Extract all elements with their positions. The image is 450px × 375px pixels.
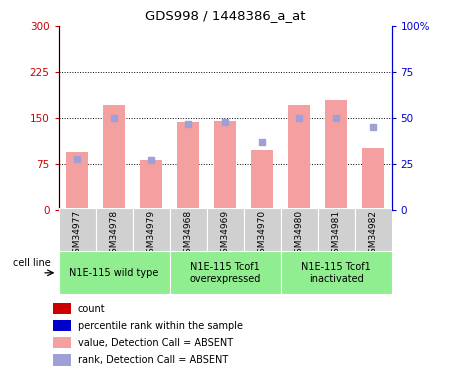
Point [148,158,155,164]
Bar [53,354,71,366]
Bar [58,208,95,251]
Bar [170,208,207,251]
Point [184,121,192,127]
Bar [58,251,170,294]
Bar [243,208,280,251]
Point [73,156,81,162]
Point [295,115,302,121]
Bar [325,100,347,210]
Bar [95,208,132,251]
Bar [280,208,318,251]
Text: GSM34979: GSM34979 [147,210,156,260]
Bar [132,208,170,251]
Text: count: count [77,303,105,313]
Point [110,115,117,121]
Point [258,139,265,145]
Bar [362,147,384,210]
Bar [318,208,355,251]
Text: GSM34981: GSM34981 [332,210,341,260]
Text: value, Detection Call = ABSENT: value, Detection Call = ABSENT [77,338,233,348]
Bar [214,121,236,210]
Text: GSM34970: GSM34970 [257,210,266,260]
Text: GSM34982: GSM34982 [369,210,378,259]
Bar [251,150,273,210]
Bar [53,303,71,314]
Point [369,124,377,130]
Bar [355,208,392,251]
Text: percentile rank within the sample: percentile rank within the sample [77,321,243,331]
Text: GSM34978: GSM34978 [109,210,118,260]
Text: N1E-115 Tcof1
overexpressed: N1E-115 Tcof1 overexpressed [189,262,261,284]
Bar [288,105,310,210]
Bar [66,152,88,210]
Bar [207,208,243,251]
Bar [140,160,162,210]
Text: N1E-115 Tcof1
inactivated: N1E-115 Tcof1 inactivated [301,262,371,284]
Bar [177,122,199,210]
Text: GSM34969: GSM34969 [220,210,230,260]
Text: N1E-115 wild type: N1E-115 wild type [69,268,159,278]
Text: cell line: cell line [14,258,51,268]
Point [221,119,229,125]
Bar [280,251,392,294]
Text: GSM34968: GSM34968 [184,210,193,260]
Text: GSM34977: GSM34977 [72,210,81,260]
Point [333,115,340,121]
Text: GSM34980: GSM34980 [294,210,303,260]
Bar [103,105,125,210]
Bar [53,320,71,332]
Bar [53,337,71,348]
Bar [170,251,280,294]
Title: GDS998 / 1448386_a_at: GDS998 / 1448386_a_at [145,9,305,22]
Text: rank, Detection Call = ABSENT: rank, Detection Call = ABSENT [77,355,228,365]
